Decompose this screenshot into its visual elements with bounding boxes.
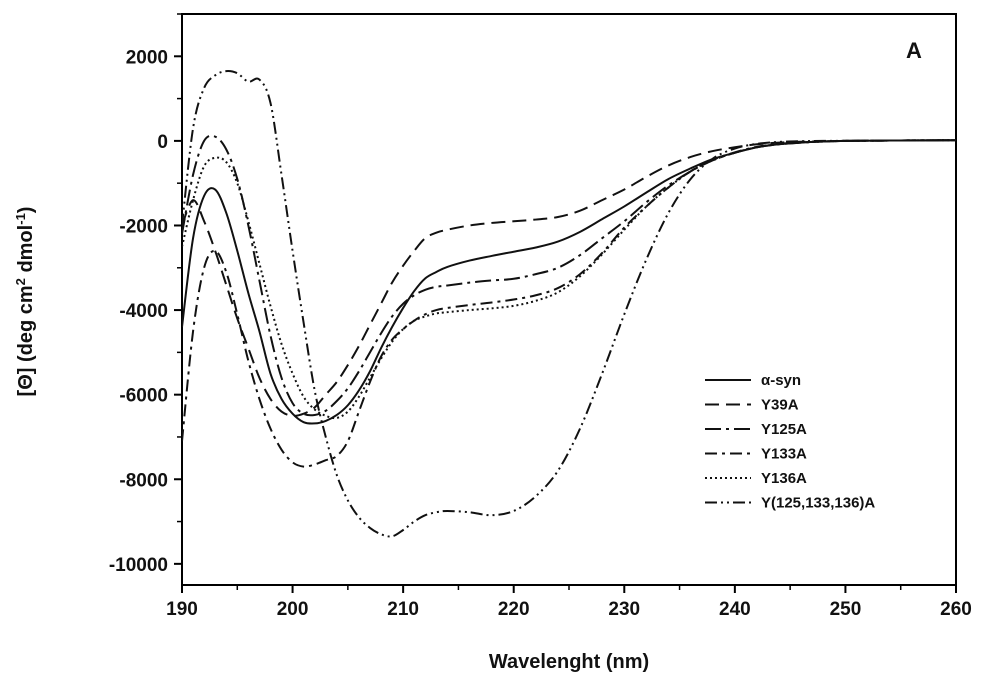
y-axis-title-part: ) [15, 207, 37, 214]
y-axis-title-superscript: -1 [13, 213, 28, 225]
y-tick-label: 2000 [126, 47, 168, 68]
x-axis-title: Wavelenght (nm) [489, 651, 649, 673]
y-tick-label: -8000 [119, 470, 168, 491]
y-tick-label: -4000 [119, 301, 168, 322]
series-line-1 [182, 139, 956, 417]
legend-label: Y39A [761, 397, 799, 414]
x-tick-label: 240 [719, 599, 751, 620]
y-axis-title-part: dmol [15, 225, 37, 278]
y-axis-title-part: [Θ] (deg cm [15, 285, 37, 396]
y-tick-label: -2000 [119, 216, 168, 237]
series-line-0 [182, 139, 956, 425]
x-tick-label: 190 [166, 599, 198, 620]
legend-label: Y125A [761, 421, 807, 438]
legend-label: Y133A [761, 446, 807, 463]
legend-label: α-syn [761, 372, 801, 389]
y-axis-title-superscript: 2 [13, 278, 28, 285]
series-layer [182, 70, 956, 538]
x-tick-label: 250 [830, 599, 862, 620]
y-tick-label: -6000 [119, 386, 168, 407]
series-line-5 [182, 70, 956, 538]
y-axis-title: [Θ] (deg cm2 dmol-1) [13, 207, 38, 397]
x-tick-label: 260 [940, 599, 972, 620]
series-line-3 [182, 139, 956, 468]
y-tick-label: -10000 [109, 555, 168, 576]
y-tick-label: 0 [157, 132, 168, 153]
legend-label: Y136A [761, 470, 807, 487]
x-tick-label: 210 [387, 599, 419, 620]
legend-label: Y(125,133,136)A [761, 495, 875, 512]
x-tick-label: 220 [498, 599, 530, 620]
series-line-4 [182, 139, 956, 420]
series-line-2 [182, 134, 956, 417]
x-tick-label: 230 [608, 599, 640, 620]
legend: α-syn Y39A Y125A Y133A Y136A Y(125,133,136)A [705, 372, 875, 512]
ticks-layer: 190 200 210 220 230 240 250 260 -10000 -8000 -6000… [109, 13, 972, 620]
panel-label: A [906, 38, 922, 63]
x-tick-label: 200 [277, 599, 309, 620]
